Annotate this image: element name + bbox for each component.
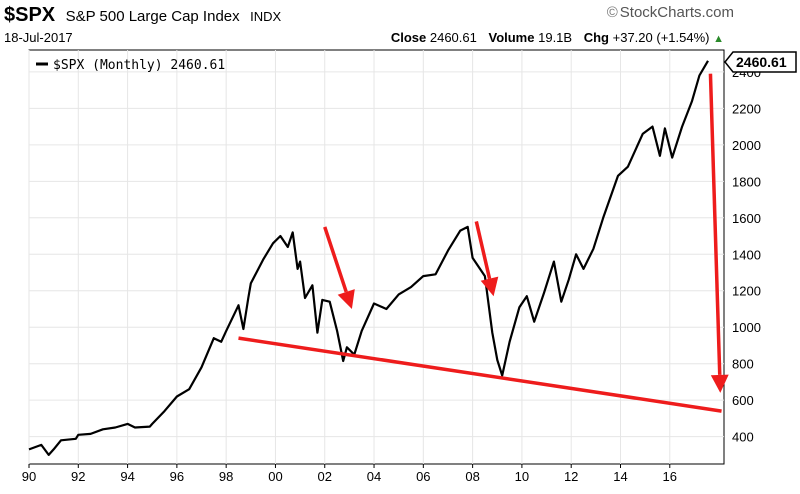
y-tick-label: 1000 [732, 320, 761, 335]
x-tick-label: 12 [564, 469, 578, 484]
x-tick-label: 08 [465, 469, 479, 484]
y-tick-label: 2000 [732, 138, 761, 153]
axis-ticks: 4006008001000120014001600180020002200240… [22, 65, 761, 484]
red-arrow-head [480, 276, 499, 297]
index-name: S&P 500 Large Cap Index [65, 8, 240, 25]
red-arrow-shaft [474, 221, 492, 280]
price-tag-box [724, 51, 797, 73]
chart-date: 18-Jul-2017 [4, 30, 73, 45]
x-tick-label: 02 [318, 469, 332, 484]
stats-row: 18-Jul-2017 Close 2460.61 Volume 19.1B C… [4, 30, 724, 46]
support-trendline [238, 336, 722, 413]
close-value: 2460.61 [429, 30, 477, 45]
legend: $SPX (Monthly) 2460.61 [36, 58, 225, 73]
x-tick-label: 04 [367, 469, 381, 484]
copyright-icon: © [606, 4, 618, 21]
y-tick-label: 400 [732, 430, 754, 445]
series-line [28, 60, 709, 456]
legend-label: $SPX (Monthly) 2460.61 [53, 58, 225, 73]
x-tick-label: 06 [416, 469, 430, 484]
x-tick-label: 98 [219, 469, 233, 484]
y-tick-label: 1600 [732, 211, 761, 226]
x-tick-label: 14 [613, 469, 627, 484]
y-tick-label: 600 [732, 393, 754, 408]
close-label: Close [390, 30, 427, 45]
y-tick-label: 1800 [732, 174, 761, 189]
red-arrow-head [337, 289, 355, 309]
x-tick-label: 92 [71, 469, 85, 484]
y-tick-label: 1200 [732, 284, 761, 299]
y-tick-label: 800 [732, 357, 754, 372]
y-tick-label: 1400 [732, 247, 761, 262]
x-tick-label: 16 [663, 469, 677, 484]
grid-lines [28, 50, 724, 464]
price-tag-value: 2460.61 [736, 54, 787, 70]
series-layer [28, 60, 709, 456]
chg-value: +37.20 (+1.54%) [612, 30, 710, 45]
red-arrow-shaft [323, 226, 348, 293]
x-tick-label: 94 [120, 469, 134, 484]
volume-value: 19.1B [538, 30, 573, 45]
y-tick-label: 2200 [732, 101, 761, 116]
x-tick-label: 90 [22, 469, 36, 484]
x-tick-label: 96 [170, 469, 184, 484]
x-tick-label: 00 [268, 469, 282, 484]
annotation-layer [238, 73, 729, 413]
volume-label: Volume [488, 30, 535, 45]
plot-area [28, 49, 725, 465]
ticker-symbol: $SPX [4, 4, 56, 26]
red-arrow-head [710, 374, 729, 393]
x-tick-label: 10 [515, 469, 529, 484]
brand-name: StockCharts.com [619, 4, 734, 21]
up-arrow-icon: ▲ [713, 33, 724, 45]
exchange-label: INDX [250, 9, 282, 24]
last-price-tag: 2460.61 [724, 51, 797, 73]
chg-label: Chg [583, 30, 609, 45]
chart-header: $SPX S&P 500 Large Cap Index INDX [4, 4, 796, 28]
brand-link[interactable]: © StockCharts.com [607, 4, 734, 21]
price-stats: Close 2460.61 Volume 19.1B Chg +37.20 (+… [391, 30, 724, 45]
red-arrow-shaft [708, 73, 722, 375]
